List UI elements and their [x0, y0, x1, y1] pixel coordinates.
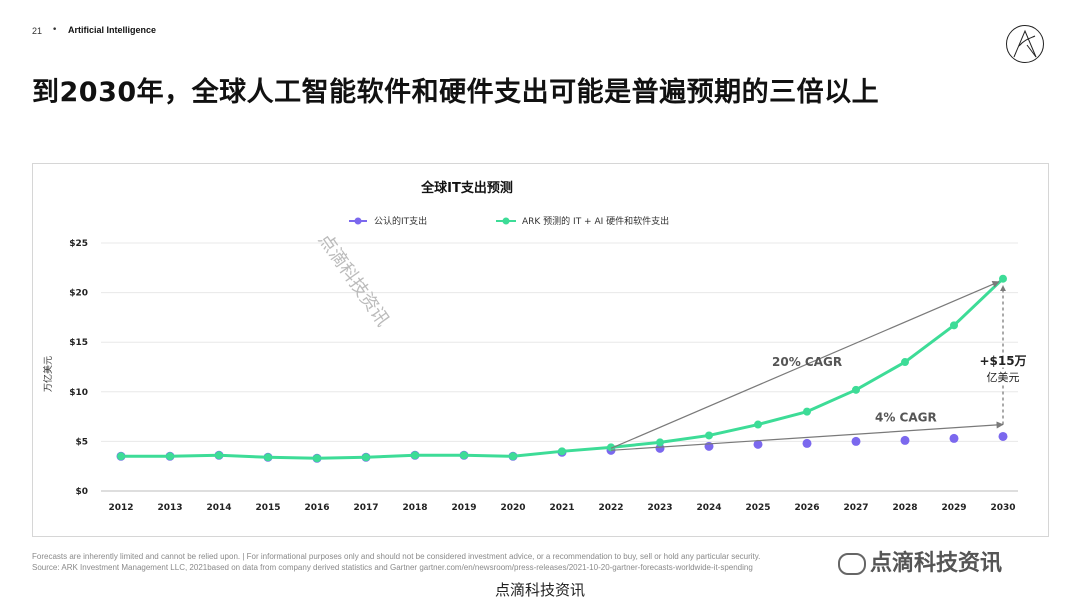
x-tick-label: 2026	[794, 503, 819, 513]
cagr-4-label: 4% CAGR	[875, 411, 937, 425]
x-tick-label: 2015	[255, 503, 280, 513]
chart-panel: $0 $5 $10 $15 $20 $25 2012 2013 2014 2015 2016 2017…	[32, 163, 1049, 537]
ark-forecast-point	[754, 420, 762, 429]
ark-forecast-point	[264, 453, 272, 462]
watermark-right-text: 点滴科技资讯	[870, 551, 1003, 576]
ark-forecast-point	[901, 358, 909, 367]
legend-label-ark: ARK 预测的 IT + AI 硬件和软件支出	[522, 215, 669, 227]
x-tick-label: 2016	[304, 503, 329, 513]
it-spending-point	[655, 443, 665, 453]
page-title: 到2030年，全球人工智能软件和硬件支出可能是普遍预期的三倍以上	[32, 77, 880, 108]
watermark-right: 点滴科技资讯	[838, 545, 1002, 577]
delta-label: +$15万	[979, 354, 1026, 368]
y-tick-label: $0	[75, 487, 88, 497]
it-spending-point	[998, 431, 1008, 441]
ark-logo-icon	[1006, 25, 1044, 63]
x-tick-label: 2022	[598, 503, 623, 513]
it-spending-point	[900, 435, 910, 445]
y-axis-label: 万亿美元	[42, 356, 54, 392]
x-tick-label: 2019	[451, 503, 476, 513]
y-tick-label: $25	[69, 239, 88, 249]
ark-forecast-point	[852, 385, 860, 394]
y-tick-label: $20	[69, 289, 88, 299]
it-spending-point	[802, 438, 812, 448]
x-tick-label: 2014	[206, 503, 231, 513]
legend-marker-ark	[502, 217, 510, 225]
ark-forecast-point	[705, 431, 713, 440]
wechat-icon	[838, 553, 866, 575]
page-number: 21	[32, 26, 43, 36]
source-text: Source: ARK Investment Management LLC, 2…	[32, 563, 753, 572]
x-tick-label: 2012	[108, 503, 133, 513]
x-tick-label: 2027	[843, 503, 868, 513]
cagr-20-arrow	[610, 280, 1000, 449]
ark-forecast-point	[215, 451, 223, 460]
ark-forecast-point	[999, 274, 1007, 283]
x-tick-label: 2023	[647, 503, 672, 513]
header-separator: •	[52, 25, 58, 35]
x-tick-label: 2028	[892, 503, 917, 513]
cagr-4-arrow	[610, 421, 1004, 451]
x-tick-label: 2029	[941, 503, 966, 513]
chart-title: 全球IT支出预测	[420, 180, 513, 196]
legend-marker-it	[354, 217, 362, 225]
x-tick-label: 2021	[549, 503, 574, 513]
cagr-20-label: 20% CAGR	[772, 355, 842, 369]
ark-forecast-point	[362, 453, 370, 462]
ark-forecast-point	[950, 321, 958, 330]
it-spending-point	[851, 436, 861, 446]
section-label: Artificial Intelligence	[68, 25, 157, 35]
x-tick-label: 2018	[402, 503, 427, 513]
x-tick-label: 2017	[353, 503, 378, 513]
x-tick-label: 2025	[745, 503, 770, 513]
ark-forecast-point	[166, 452, 174, 461]
x-tick-label: 2020	[500, 503, 525, 513]
watermark-bottom: 点滴科技资讯	[494, 581, 585, 599]
ark-forecast-line	[121, 277, 1005, 460]
ark-forecast-point	[558, 447, 566, 456]
ark-forecast-point	[460, 451, 468, 460]
ark-forecast-point	[803, 407, 811, 416]
y-tick-label: $15	[69, 338, 88, 348]
x-tick-label: 2030	[990, 503, 1015, 513]
x-tick-label: 2013	[157, 503, 182, 513]
it-spending-point	[753, 439, 763, 449]
ark-forecast-point	[411, 451, 419, 460]
disclaimer-text: Forecasts are inherently limited and can…	[32, 552, 761, 561]
it-spending-chart: $0 $5 $10 $15 $20 $25 2012 2013 2014 2015 2016 2017…	[42, 180, 1031, 513]
y-tick-label: $10	[69, 388, 88, 398]
it-spending-point	[949, 433, 959, 443]
diagonal-watermark: 点滴科技资讯	[314, 230, 393, 331]
x-tick-label: 2024	[696, 503, 721, 513]
y-tick-label: $5	[75, 437, 88, 447]
ark-forecast-point	[509, 452, 517, 461]
legend-label-it: 公认的IT支出	[374, 215, 427, 227]
ark-forecast-point	[656, 438, 664, 447]
ark-forecast-point	[313, 454, 321, 463]
delta-label-unit: 亿美元	[987, 371, 1020, 384]
ark-forecast-point	[607, 443, 615, 452]
ark-forecast-point	[117, 452, 125, 461]
